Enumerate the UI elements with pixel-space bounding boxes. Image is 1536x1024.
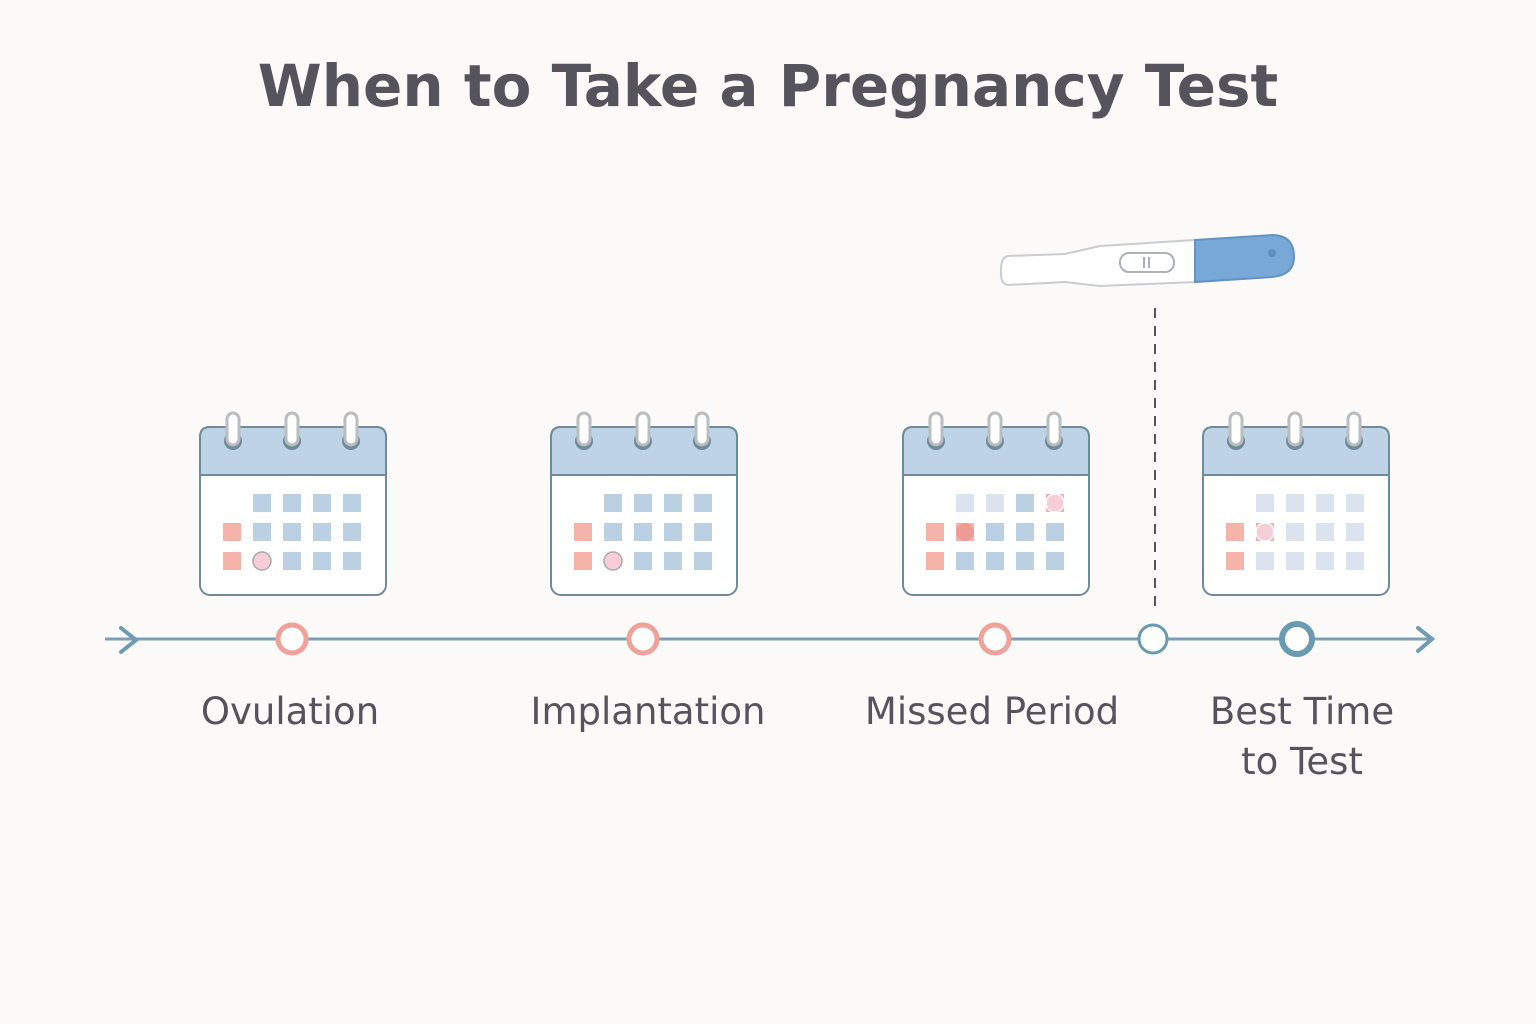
calendar-day [313,523,331,541]
stage-marker [1279,621,1315,657]
calendar-day [223,552,241,570]
calendar-day [1016,523,1034,541]
calendar-day [1286,523,1304,541]
calendar-day [634,523,652,541]
calendar-day [253,494,271,512]
calendar-day [1346,494,1364,512]
calendar-day [343,552,361,570]
calendar-day [574,552,592,570]
calendar-day [1016,552,1034,570]
stage-marker [978,622,1012,656]
calendar-day [926,552,944,570]
stage-label: Missed Period [864,690,1120,733]
stage-label-line: Best Time [1209,690,1395,733]
calendar-day [664,523,682,541]
stage-marker [275,622,309,656]
calendar-day [343,523,361,541]
calendar-day [1346,552,1364,570]
calendar-day [956,494,974,512]
calendar-day [986,523,1004,541]
calendar-day [986,552,1004,570]
calendar-day [1256,552,1274,570]
calendar-day [283,494,301,512]
calendar-day [1316,523,1334,541]
calendar-day [283,552,301,570]
calendar-day [1046,552,1064,570]
stage-label: Ovulation [200,690,380,733]
calendar-day [694,494,712,512]
calendar-day [664,494,682,512]
calendar-day [223,523,241,541]
stage-label: Implantation [530,690,766,733]
calendar-icon [199,411,387,596]
calendar-day [634,494,652,512]
calendar-day [986,494,1004,512]
calendar-day [1316,552,1334,570]
pregnancy-test-icon [999,233,1296,288]
calendar-day [1016,494,1034,512]
stage-label: Best Time to Test [1152,687,1452,787]
highlight-day [956,523,974,541]
stage-label-line: to Test [1241,740,1363,783]
calendar-day [926,523,944,541]
calendar-day [1046,523,1064,541]
highlight-day [252,551,272,571]
calendar-day [574,523,592,541]
arrow-right-icon [119,626,140,654]
calendar-day [1286,552,1304,570]
arrow-right-icon [1416,626,1436,653]
calendar-day [634,552,652,570]
calendar-day [313,552,331,570]
calendar-day [604,523,622,541]
calendar-day [694,552,712,570]
calendar-day [1316,494,1334,512]
highlight-day [1045,493,1065,513]
calendar-day [283,523,301,541]
page-title: When to Take a Pregnancy Test [257,52,1279,120]
calendar-day [956,552,974,570]
calendar-day [253,523,271,541]
calendar-day [694,523,712,541]
highlight-day [603,551,623,571]
calendar-day [343,494,361,512]
test-day-marker [1137,623,1169,655]
calendar-icon [1202,411,1390,596]
calendar-icon [902,411,1090,596]
highlight-day [1255,522,1275,542]
stage-marker [626,622,660,656]
calendar-day [1226,523,1244,541]
calendar-icon [550,411,738,596]
calendar-day [313,494,331,512]
calendar-day [1226,552,1244,570]
calendar-day [1346,523,1364,541]
calendar-day [664,552,682,570]
calendar-day [1256,494,1274,512]
calendar-day [604,494,622,512]
calendar-day [1286,494,1304,512]
